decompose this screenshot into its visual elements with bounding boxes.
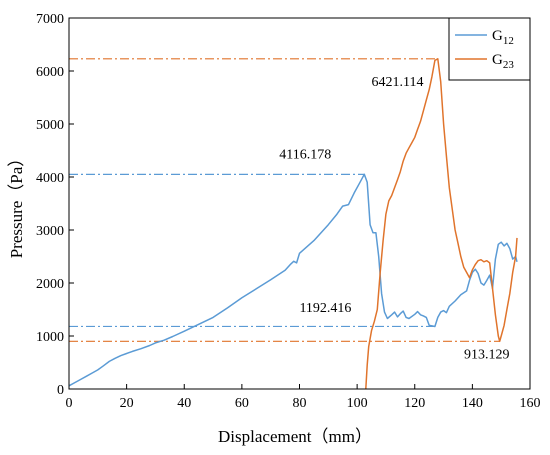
x-axis-label: Displacement（mm） [218, 427, 372, 446]
y-tick-label: 1000 [36, 330, 64, 345]
y-axis-label: Pressure（Pa） [7, 150, 26, 259]
series-line-g12 [68, 173, 518, 387]
value-annotation: 913.129 [464, 347, 510, 362]
value-annotation: 6421.114 [371, 75, 423, 90]
value-annotation: 1192.416 [299, 301, 351, 316]
x-tick-label: 160 [520, 396, 541, 411]
y-tick-label: 6000 [36, 65, 64, 80]
y-tick-label: 7000 [36, 12, 64, 27]
legend-series-name: G [492, 52, 503, 68]
x-tick-label: 60 [235, 396, 249, 411]
x-tick-label: 100 [347, 396, 368, 411]
x-tick-label: 0 [66, 396, 73, 411]
legend-label: G23 [492, 52, 514, 71]
value-annotation: 4116.178 [279, 147, 331, 162]
y-tick-label: 0 [57, 383, 64, 398]
y-tick-label: 5000 [36, 118, 64, 133]
y-tick-label: 3000 [36, 224, 64, 239]
series-line-g23 [365, 58, 518, 390]
x-tick-label: 80 [293, 396, 307, 411]
legend-series-name: G [492, 28, 503, 44]
y-tick-label: 4000 [36, 171, 64, 186]
legend-label: G12 [492, 28, 514, 47]
y-tick-label: 2000 [36, 277, 64, 292]
x-tick-label: 120 [404, 396, 425, 411]
x-tick-label: 140 [462, 396, 483, 411]
legend-series-subscript: 12 [503, 35, 514, 47]
x-tick-label: 40 [177, 396, 191, 411]
legend-box [448, 17, 531, 81]
x-tick-label: 20 [120, 396, 134, 411]
legend-series-subscript: 23 [503, 59, 515, 71]
